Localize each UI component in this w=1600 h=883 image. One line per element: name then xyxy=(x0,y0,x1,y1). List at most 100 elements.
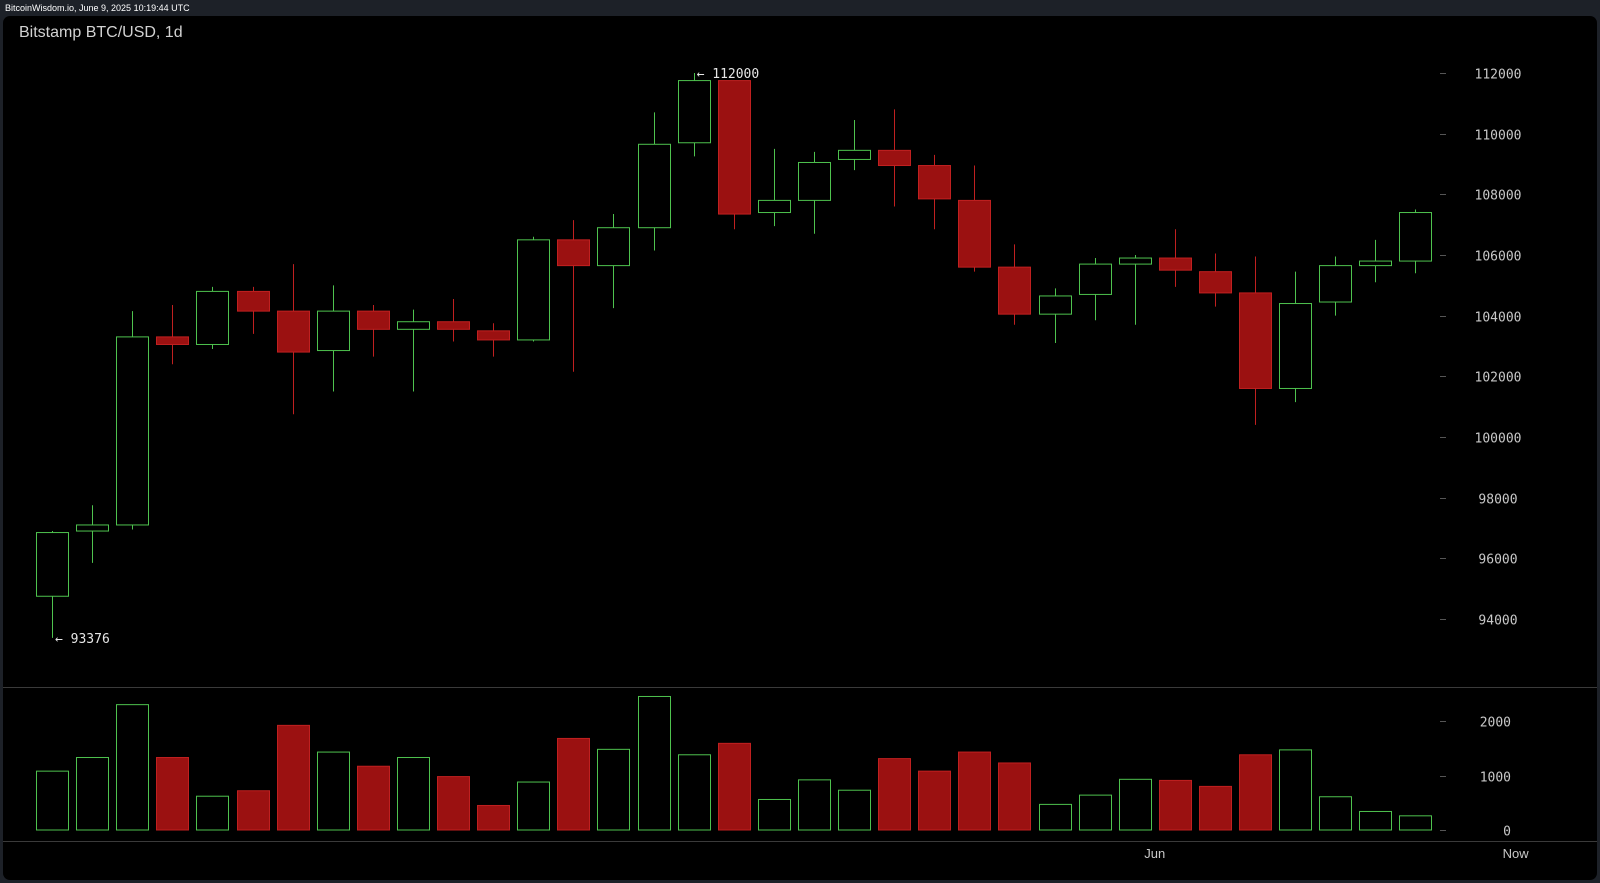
candle-body xyxy=(156,336,189,345)
volume-axis: 0 1000 2000 xyxy=(1440,716,1511,840)
candle[interactable] xyxy=(638,112,671,251)
candle[interactable] xyxy=(678,73,711,157)
candle[interactable] xyxy=(477,323,510,357)
volume-bar xyxy=(918,770,951,831)
candle-body xyxy=(597,227,630,267)
volume-bar xyxy=(357,765,390,831)
volume-tick-label: 1000 xyxy=(1480,771,1511,786)
volume-bar xyxy=(998,762,1031,831)
price-tick-label: 96000 xyxy=(1478,553,1517,568)
candle[interactable] xyxy=(517,236,550,342)
candle[interactable] xyxy=(1239,256,1272,425)
candle[interactable] xyxy=(1359,239,1392,283)
volume-bar xyxy=(557,737,590,831)
candle[interactable] xyxy=(1199,253,1232,307)
volume-bar xyxy=(718,742,751,831)
candle[interactable] xyxy=(357,305,390,357)
candle[interactable] xyxy=(1399,209,1432,274)
volume-bar xyxy=(116,704,149,831)
candle-body xyxy=(1359,260,1392,267)
volume-bar xyxy=(798,779,831,831)
volume-bar xyxy=(277,724,310,831)
annotations-layer: ← 112000 ← 93376 xyxy=(55,67,759,647)
candle[interactable] xyxy=(317,285,350,392)
volume-bar xyxy=(597,748,630,831)
candle-body xyxy=(317,310,350,352)
candle-body xyxy=(237,290,270,312)
candle[interactable] xyxy=(878,109,911,207)
price-tick-label: 102000 xyxy=(1475,371,1522,386)
volume-bar xyxy=(758,798,791,831)
candle[interactable] xyxy=(998,244,1031,325)
volume-bar xyxy=(517,781,550,831)
candle[interactable] xyxy=(1079,258,1112,321)
candle-body xyxy=(1079,263,1112,295)
volume-bar xyxy=(1239,754,1272,831)
candle[interactable] xyxy=(36,531,69,638)
candle-body xyxy=(918,165,951,200)
header-bar: BitcoinWisdom.io, June 9, 2025 10:19:44 … xyxy=(0,0,1600,16)
volume-bar xyxy=(1079,794,1112,831)
candle-body xyxy=(477,330,510,341)
price-tick-label: 108000 xyxy=(1475,189,1522,204)
volume-bar xyxy=(196,795,229,831)
candle[interactable] xyxy=(1159,229,1192,287)
candle[interactable] xyxy=(718,80,751,230)
candle[interactable] xyxy=(597,214,630,309)
candle-body xyxy=(437,321,470,330)
volume-bar xyxy=(1119,778,1152,831)
candle-body xyxy=(36,532,69,597)
candle[interactable] xyxy=(1119,255,1152,325)
candle-body xyxy=(1239,292,1272,389)
price-tick-label: 110000 xyxy=(1475,129,1522,144)
candle-body xyxy=(277,310,310,353)
volume-bar xyxy=(1399,815,1432,831)
price-tick-label: 98000 xyxy=(1478,493,1517,508)
price-tick-label: 112000 xyxy=(1475,68,1522,83)
volume-bar xyxy=(678,754,711,831)
candle[interactable] xyxy=(758,148,791,227)
candlestick-chart[interactable]: 94000 96000 98000 100000 102000 104000 106000 1… xyxy=(3,16,1597,880)
price-tick-label: 104000 xyxy=(1475,311,1522,326)
candle-body xyxy=(76,524,109,532)
candle[interactable] xyxy=(196,286,229,350)
candles-layer xyxy=(36,73,1432,638)
candle-body xyxy=(998,266,1031,315)
candle[interactable] xyxy=(437,298,470,342)
candle-body xyxy=(357,310,390,330)
candle[interactable] xyxy=(798,151,831,234)
candle[interactable] xyxy=(237,286,270,334)
candle-body xyxy=(1119,257,1152,265)
candle[interactable] xyxy=(397,309,430,392)
volume-bar xyxy=(1359,810,1392,831)
candle-body xyxy=(1039,295,1072,315)
volume-bar xyxy=(958,751,991,831)
candle[interactable] xyxy=(557,220,590,372)
candle-body xyxy=(1159,257,1192,271)
candle[interactable] xyxy=(1319,256,1352,316)
candle[interactable] xyxy=(958,165,991,272)
candle-body xyxy=(517,239,550,341)
candle[interactable] xyxy=(838,120,871,171)
candle[interactable] xyxy=(1279,271,1312,403)
price-annotation: ← 93376 xyxy=(55,632,110,647)
candle[interactable] xyxy=(277,264,310,415)
candle-body xyxy=(1199,271,1232,294)
candle[interactable] xyxy=(76,505,109,563)
chart-title: Bitstamp BTC/USD, 1d xyxy=(19,24,183,41)
volume-bar xyxy=(1279,749,1312,831)
candle[interactable] xyxy=(156,305,189,365)
volume-bar xyxy=(477,804,510,831)
candle-body xyxy=(116,336,149,526)
candle-body xyxy=(196,290,229,345)
volume-bars-layer xyxy=(36,695,1432,831)
candle[interactable] xyxy=(1039,288,1072,343)
time-axis-label: Jun xyxy=(1144,846,1165,861)
candle[interactable] xyxy=(116,311,149,530)
candle[interactable] xyxy=(918,154,951,230)
candle-body xyxy=(1399,212,1432,262)
price-axis: 94000 96000 98000 100000 102000 104000 106000 1… xyxy=(1440,68,1521,629)
chart-panel[interactable]: 94000 96000 98000 100000 102000 104000 106000 1… xyxy=(3,16,1597,880)
price-tick-label: 106000 xyxy=(1475,250,1522,265)
candle-body xyxy=(397,321,430,330)
